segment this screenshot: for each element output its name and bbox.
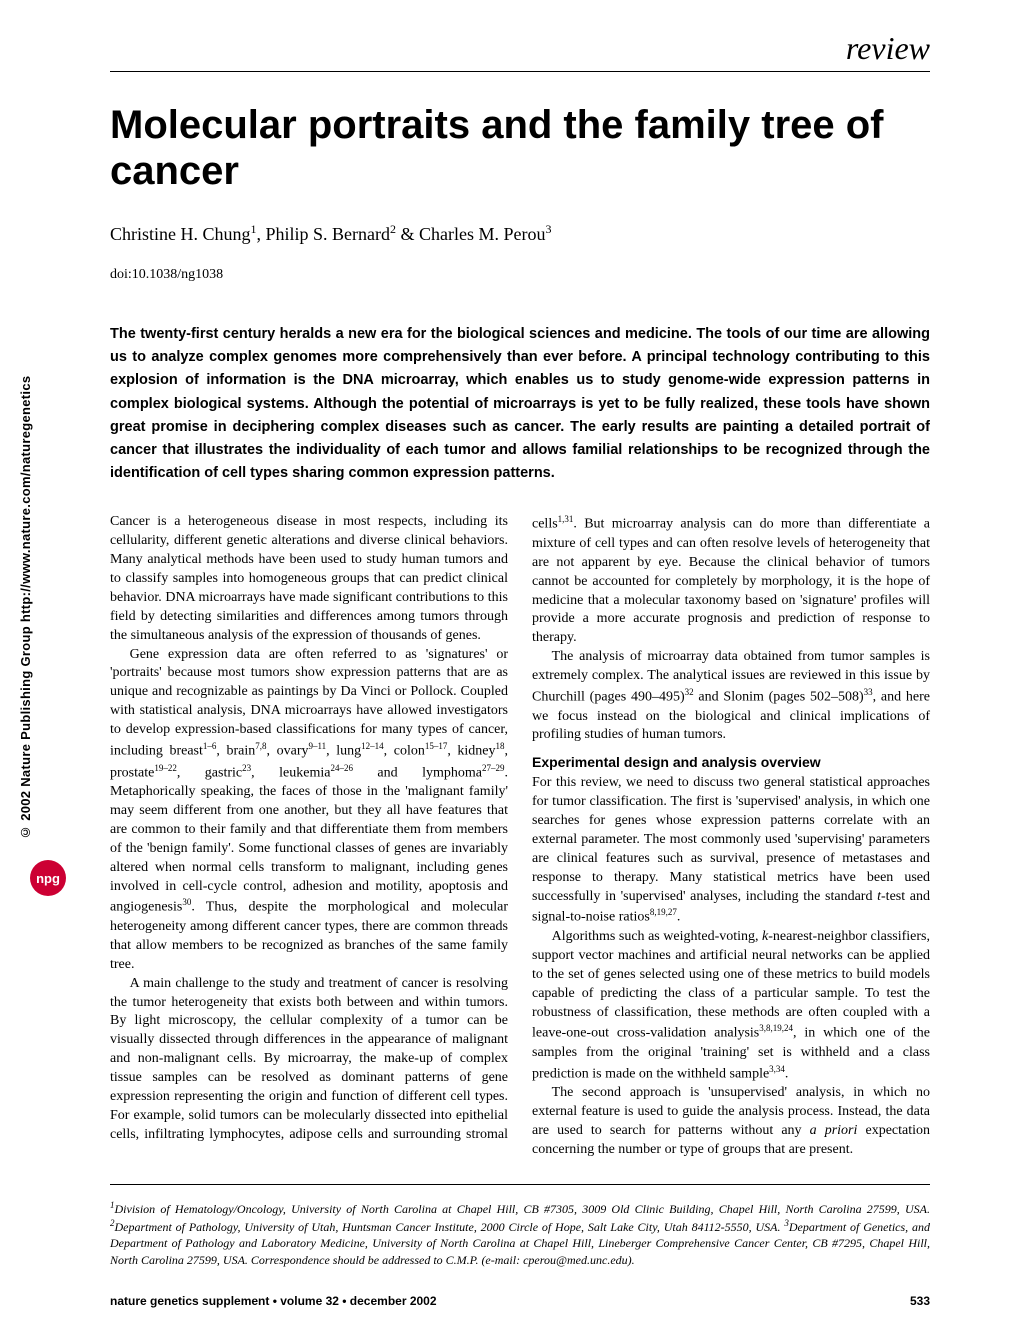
subhead-experimental: Experimental design and analysis overvie… [532,753,930,772]
body-p2: Gene expression data are often referred … [110,646,508,975]
npg-logo: npg [30,860,70,900]
body-p7: The second approach is 'unsupervised' an… [532,1084,930,1160]
npg-logo-text: npg [36,872,60,885]
footer-journal: nature genetics supplement • volume 32 •… [110,1294,437,1308]
footer-page-number: 533 [910,1294,930,1308]
doi: doi:10.1038/ng1038 [110,267,930,283]
body-p4: The analysis of microarray data obtained… [532,648,930,745]
body-text: Cancer is a heterogeneous disease in mos… [110,513,930,1160]
footer: nature genetics supplement • volume 32 •… [110,1294,930,1308]
affiliations: 1Division of Hematology/Oncology, Univer… [110,1199,930,1268]
authors: Christine H. Chung1, Philip S. Bernard2 … [110,222,930,245]
sidebar-copyright: © 2002 Nature Publishing Group http://ww… [18,280,48,900]
top-rule [110,71,930,72]
article-title: Molecular portraits and the family tree … [110,102,930,194]
page: © 2002 Nature Publishing Group http://ww… [0,0,1020,1338]
body-p6: Algorithms such as weighted-voting, k-ne… [532,928,930,1084]
section-label: review [110,30,930,67]
copyright-text: © 2002 Nature Publishing Group http://ww… [18,280,33,840]
body-p1: Cancer is a heterogeneous disease in mos… [110,513,508,645]
body-p5: For this review, we need to discuss two … [532,774,930,928]
bottom-rule [110,1184,930,1185]
abstract: The twenty-first century heralds a new e… [110,323,930,485]
npg-logo-circle: npg [30,860,66,896]
